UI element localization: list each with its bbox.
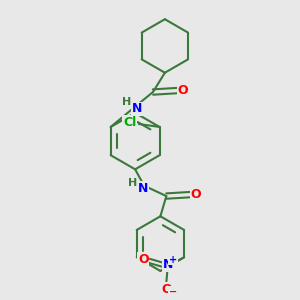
Text: +: + [169, 255, 177, 265]
Text: H: H [122, 98, 131, 107]
Text: Cl: Cl [123, 116, 136, 129]
Text: O: O [177, 84, 188, 97]
Text: H: H [128, 178, 137, 188]
Text: O: O [138, 253, 149, 266]
Text: O: O [161, 283, 172, 296]
Text: N: N [163, 258, 173, 271]
Text: N: N [131, 103, 142, 116]
Text: −: − [169, 287, 177, 297]
Text: O: O [191, 188, 201, 201]
Text: N: N [137, 182, 148, 194]
